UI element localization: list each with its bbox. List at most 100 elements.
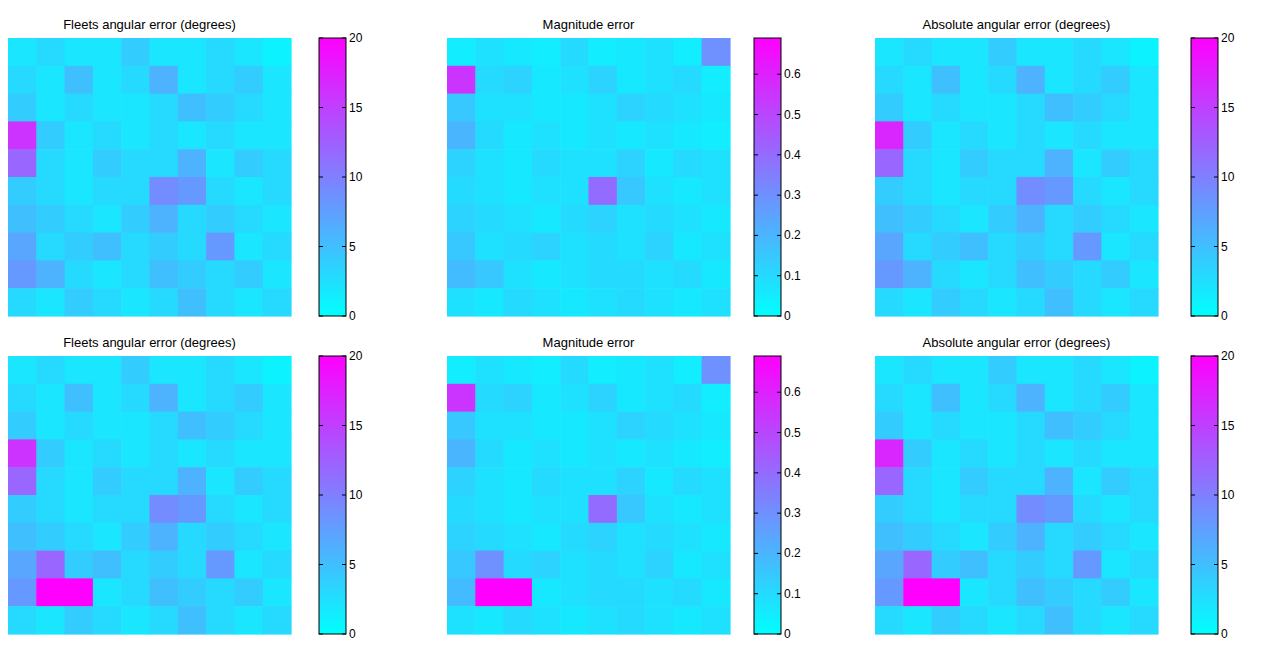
heatmap-cell [560, 551, 589, 579]
heatmap-cell [702, 384, 731, 412]
heatmap-cell [447, 439, 476, 467]
heatmap-cell [8, 94, 37, 122]
heatmap-cell [150, 66, 179, 94]
heatmap-cell [875, 288, 904, 316]
heatmap-cell [532, 121, 561, 149]
colorbar-tick [754, 114, 758, 115]
heatmap-cell [532, 177, 561, 205]
heatmap-cell [178, 523, 207, 551]
heatmap-cell [475, 439, 504, 467]
heatmap-cell [263, 205, 292, 233]
heatmap-cell [206, 205, 235, 233]
heatmap-cell [206, 467, 235, 495]
heatmap-cell [178, 606, 207, 634]
panel: Absolute angular error (degrees)05101520 [875, 335, 1235, 641]
heatmap-cell [589, 260, 618, 288]
heatmap-cell [617, 578, 646, 606]
heatmap-cell [1045, 551, 1074, 579]
heatmap-cell [960, 551, 989, 579]
heatmap-cell [875, 551, 904, 579]
figure: Fleets angular error (degrees)05101520Ma… [0, 0, 1266, 652]
panel: Magnitude error00.10.20.30.40.50.6 [447, 17, 801, 323]
heatmap-cell [960, 578, 989, 606]
heatmap-cell [617, 260, 646, 288]
heatmap-cell [8, 38, 37, 66]
heatmap-cell [150, 149, 179, 177]
colorbar-tick [319, 564, 323, 565]
colorbar-tick [754, 154, 758, 155]
heatmap-cell [1130, 412, 1159, 440]
heatmap-cell [617, 233, 646, 261]
heatmap-cell [150, 177, 179, 205]
heatmap-cell [932, 233, 961, 261]
heatmap-cell [504, 260, 533, 288]
heatmap-cell [702, 94, 731, 122]
colorbar-tick-label: 0.6 [784, 385, 801, 399]
heatmap-cell [589, 356, 618, 384]
heatmap-cell [560, 66, 589, 94]
heatmap-cell [150, 467, 179, 495]
heatmap-cell [65, 495, 94, 523]
heatmap-cell [8, 606, 37, 634]
heatmap-cell [150, 551, 179, 579]
heatmap-cell [178, 121, 207, 149]
heatmap-cell [702, 149, 731, 177]
heatmap-cell [65, 177, 94, 205]
heatmap-cell [645, 439, 674, 467]
heatmap-cell [560, 384, 589, 412]
colorbar-tick [342, 634, 346, 635]
colorbar-tick-label: 5 [349, 240, 356, 254]
colorbar-tick-label: 0.4 [784, 148, 801, 162]
heatmap-cell [93, 578, 122, 606]
heatmap-cell [263, 606, 292, 634]
heatmap-cell [178, 578, 207, 606]
heatmap-cell [903, 121, 932, 149]
heatmap-cell [903, 412, 932, 440]
heatmap-cell [36, 177, 65, 205]
heatmap-cell [617, 356, 646, 384]
heatmap-cell [1017, 523, 1046, 551]
panel-title: Fleets angular error (degrees) [63, 335, 236, 350]
heatmap-cell [645, 288, 674, 316]
heatmap-cell [875, 412, 904, 440]
heatmap-cell [1101, 439, 1130, 467]
heatmap-cell [8, 578, 37, 606]
colorbar-tick [754, 593, 758, 594]
heatmap-cell [645, 578, 674, 606]
heatmap-cell [903, 233, 932, 261]
colorbar-tick [777, 235, 781, 236]
heatmap-cell [617, 288, 646, 316]
heatmap-cell [1045, 177, 1074, 205]
heatmap-cell [589, 66, 618, 94]
heatmap-cell [206, 606, 235, 634]
heatmap-cell [1073, 578, 1102, 606]
heatmap-cell [447, 205, 476, 233]
heatmap-cell [447, 121, 476, 149]
heatmap-cell [589, 38, 618, 66]
heatmap-cell [988, 177, 1017, 205]
heatmap-cell [932, 149, 961, 177]
heatmap-cell [178, 177, 207, 205]
heatmap-cell [1017, 606, 1046, 634]
heatmap-cell [447, 551, 476, 579]
heatmap-cell [1073, 177, 1102, 205]
heatmap-cell [589, 439, 618, 467]
heatmap-cell [1073, 356, 1102, 384]
heatmap-cell [1130, 495, 1159, 523]
colorbar-tick [754, 275, 758, 276]
heatmap-cell [960, 288, 989, 316]
heatmap-cell [121, 439, 150, 467]
colorbar-tick [319, 246, 323, 247]
colorbar-frame [1191, 38, 1218, 316]
heatmap-cell [1101, 66, 1130, 94]
heatmap-cell [178, 356, 207, 384]
heatmap-cell [8, 149, 37, 177]
heatmap-cell [1130, 205, 1159, 233]
heatmap-cell [932, 578, 961, 606]
heatmap-cell [903, 288, 932, 316]
heatmap-cell [475, 38, 504, 66]
heatmap-cell [504, 205, 533, 233]
heatmap-cell [93, 523, 122, 551]
heatmap-cell [121, 149, 150, 177]
heatmap-cell [206, 439, 235, 467]
